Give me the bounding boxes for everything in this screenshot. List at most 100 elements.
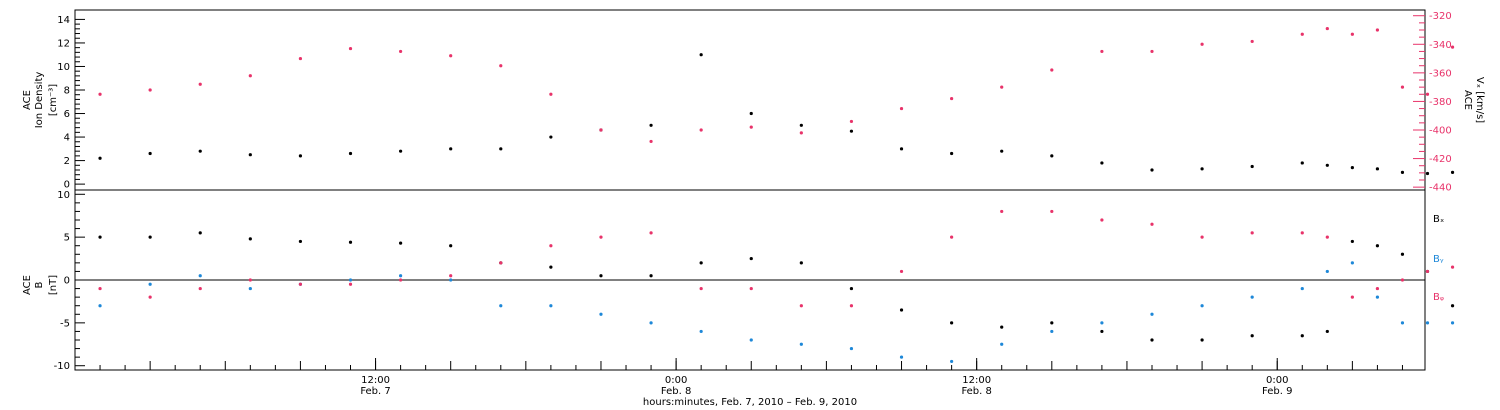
density-velocity-series-0-point (399, 149, 403, 153)
density-velocity-series-0-point (849, 129, 854, 133)
density-velocity-series-1-point (1450, 45, 1455, 49)
magnetic-field-series-0-point (1100, 329, 1104, 334)
magnetic-field-panel: -10 -5 0 5 10 (54, 190, 1455, 372)
density-velocity-right-tick-label: -400 (1429, 126, 1452, 137)
magnetic-field-left-tick-label: -5 (60, 318, 70, 329)
magnetic-field-series-1-point (699, 329, 703, 334)
magnetic-field-series-1-point (499, 304, 503, 308)
density-velocity-left-tick-label: 2 (64, 156, 70, 167)
x-tick-time-label: 0:00 (1266, 375, 1288, 386)
density-velocity-series-1-point (799, 131, 803, 135)
magnetic-field-series-2-point (950, 235, 954, 239)
magnetic-field-series-0-point (699, 261, 703, 265)
density-velocity-series-1 (98, 26, 1455, 144)
density-velocity-series-1-point (1200, 42, 1204, 46)
magnetic-field-series-2-point (248, 278, 252, 282)
density-velocity-right-tick-label: -420 (1429, 154, 1452, 165)
magnetic-field-series-2 (98, 209, 1455, 308)
density-velocity-series-0 (98, 53, 1455, 176)
density-velocity-series-0-point (1150, 168, 1154, 172)
density-velocity-series-0-point (899, 147, 904, 151)
magnetic-field-series-1-point (148, 282, 152, 286)
magnetic-field-series-2-point (749, 286, 753, 291)
density-velocity-series-0-point (1425, 171, 1430, 176)
density-velocity-series-1-point (1400, 85, 1405, 89)
magnetic-field-series-2-point (348, 282, 353, 286)
density-velocity-series-1-point (950, 96, 954, 101)
magnetic-field-series-0-point (1450, 304, 1455, 308)
density-velocity-series-0-point (699, 53, 703, 57)
magnetic-field-series-1-point (1050, 329, 1054, 334)
density-velocity-right-tick-label: -320 (1429, 11, 1452, 22)
density-velocity-series-0-point (950, 151, 954, 156)
magnetic-field-left-tick-label: 5 (64, 233, 70, 244)
density-velocity-right-tick-label: -380 (1429, 97, 1452, 108)
magnetic-field-series-0 (98, 231, 1455, 342)
density-velocity-series-1-point (1300, 32, 1304, 36)
density-velocity-series-1-point (98, 92, 102, 96)
density-velocity-series-0-point (749, 111, 753, 116)
magnetic-field-series-2-point (449, 274, 453, 278)
x-tick-date-label: Feb. 9 (1262, 386, 1292, 397)
magnetic-field-left-tick-label: 0 (64, 276, 70, 287)
density-velocity-series-1-point (1250, 39, 1254, 44)
magnetic-field-series-1-point (599, 312, 603, 316)
magnetic-field-series-2-point (849, 304, 854, 308)
magnetic-field-series-2-point (298, 282, 303, 286)
density-velocity-left-tick-label: 12 (57, 38, 70, 49)
legend-bx: Bₓ (1433, 214, 1444, 225)
density-velocity-series-0-point (1325, 163, 1329, 167)
magnetic-field-series-0-point (1000, 325, 1004, 329)
magnetic-field-left-tick-label: -10 (54, 361, 70, 372)
magnetic-field-series-1-point (1100, 321, 1104, 325)
magnetic-field-series-1-point (799, 342, 803, 346)
magnetic-field-series-1-point (1200, 304, 1204, 308)
density-axis-label-unit: [cm⁻³] (48, 84, 59, 116)
density-velocity-series-0-point (98, 156, 102, 160)
x-tick-date-label: Feb. 8 (661, 386, 691, 397)
magnetic-field-series-2-point (1425, 269, 1430, 274)
density-velocity-panel: 0 2 4 6 8 10 12 14 -320 -340 -360 -380 -400 -420 -440 (57, 11, 1455, 194)
density-velocity-left-tick-label: 8 (64, 86, 70, 97)
density-velocity-series-1-point (899, 106, 904, 111)
density-velocity-series-0-point (148, 151, 152, 156)
magnetic-field-series-2-point (1200, 235, 1204, 239)
density-velocity-series-0-point (549, 135, 553, 139)
magnetic-field-series-1-point (98, 304, 102, 308)
density-velocity-series-0-point (248, 153, 252, 157)
magnetic-field-series-2-point (1000, 209, 1004, 214)
density-velocity-left-axis: 0 2 4 6 8 10 12 14 (57, 15, 85, 191)
density-velocity-series-0-point (1350, 166, 1354, 170)
density-velocity-series-0-point (649, 123, 653, 127)
density-velocity-series-0-point (1300, 161, 1304, 165)
density-velocity-left-tick-label: 4 (64, 133, 70, 144)
density-velocity-right-tick-label: -340 (1429, 40, 1452, 51)
magnetic-field-series-0-point (1300, 334, 1304, 338)
magnetic-field-series-1-point (198, 274, 202, 278)
magnetic-field-series-0-point (98, 235, 102, 239)
magnetic-field-series-0-point (1050, 321, 1054, 325)
x-tick-time-label: 12:00 (361, 375, 390, 386)
magnetic-field-series-2-point (899, 269, 904, 274)
magnetic-field-series-0-point (799, 261, 803, 265)
density-velocity-series-1-point (699, 128, 703, 132)
density-velocity-series-0-point (449, 147, 453, 151)
magnetic-field-series-1-point (1300, 286, 1304, 291)
magnetic-field-series-1-point (348, 278, 353, 282)
magnetic-field-series-2-point (198, 286, 202, 291)
magnetic-field-series-0-point (1325, 329, 1329, 334)
magnetic-field-series-1-point (1425, 321, 1430, 325)
magnetic-field-series-2-point (1050, 209, 1054, 214)
magnetic-field-series-1-point (1375, 295, 1380, 299)
field-axis-label-name: B (34, 281, 45, 288)
density-velocity-series-1-point (148, 88, 152, 92)
magnetic-field-series-0-point (1200, 338, 1204, 342)
magnetic-field-series-1-point (449, 278, 453, 282)
magnetic-field-series-2-point (649, 231, 653, 235)
magnetic-field-series-2-point (399, 278, 403, 282)
magnetic-field-series-0-point (1250, 334, 1254, 338)
x-tick-time-label: 0:00 (665, 375, 687, 386)
magnetic-field-left-axis: -10 -5 0 5 10 (54, 190, 85, 372)
density-velocity-series-1-point (749, 125, 753, 129)
